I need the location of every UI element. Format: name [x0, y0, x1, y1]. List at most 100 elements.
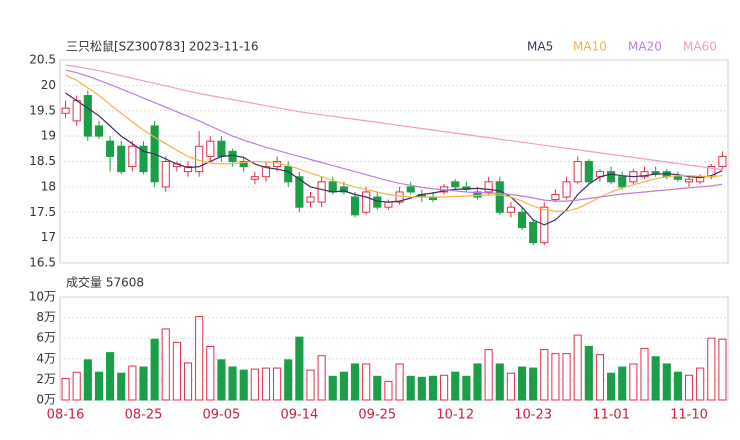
volume-bar — [161, 328, 170, 401]
volume-bar — [651, 356, 660, 401]
x-tick-label: 11-01 — [592, 408, 630, 423]
candle-body — [306, 196, 315, 203]
candle-body — [350, 196, 360, 216]
candle-body — [506, 206, 515, 213]
volume-bar — [239, 369, 248, 401]
volume-bar — [384, 380, 393, 401]
volume-bar — [607, 372, 616, 401]
volume-bar — [673, 371, 682, 401]
y-tick-label: 0万 — [36, 393, 56, 407]
volume-bar — [529, 367, 538, 401]
volume-bar — [350, 363, 360, 401]
candle-body — [607, 171, 616, 183]
y-tick-label: 18.5 — [29, 154, 56, 168]
volume-bar — [506, 372, 515, 401]
candle-body — [72, 100, 81, 122]
volume-bar — [662, 363, 671, 401]
volume-bar — [228, 366, 237, 401]
volume-bar — [451, 371, 460, 401]
volume-bar — [618, 366, 627, 401]
candle-body — [161, 161, 170, 188]
volume-bar — [395, 363, 404, 401]
candle-body — [139, 145, 148, 173]
y-tick-label: 8万 — [36, 310, 56, 324]
y-tick-label: 2万 — [36, 372, 56, 386]
y-tick-label: 20 — [41, 78, 56, 92]
y-tick-label: 17 — [41, 230, 56, 244]
candle-body — [339, 186, 348, 193]
volume-bar — [517, 366, 527, 401]
volume-bar — [284, 359, 293, 401]
candle-body — [217, 140, 226, 157]
x-tick-label: 09-05 — [203, 408, 241, 423]
candle-body — [562, 181, 571, 198]
candle-body — [117, 145, 126, 173]
y-tick-label: 19 — [41, 129, 56, 143]
volume-bar — [217, 359, 226, 401]
volume-bar — [250, 368, 259, 401]
y-tick-label: 20.5 — [29, 53, 56, 67]
volume-bar — [261, 367, 271, 401]
candle-body — [718, 155, 727, 168]
volume-bar — [573, 334, 582, 401]
volume-bar — [440, 374, 449, 401]
volume-bar — [551, 353, 560, 401]
candle-body — [83, 95, 92, 137]
x-tick-label: 11-10 — [670, 408, 708, 423]
candle-body — [451, 181, 460, 188]
x-tick-label: 09-25 — [358, 408, 396, 423]
volume-bar — [317, 355, 326, 401]
candle-body — [640, 171, 649, 178]
volume-bar — [718, 338, 727, 401]
volume-bar — [339, 371, 348, 401]
candle-body — [618, 176, 627, 188]
volume-bar — [473, 363, 482, 401]
volume-bar — [484, 349, 493, 401]
candle-body — [484, 181, 493, 193]
volume-bar — [562, 353, 571, 401]
candle-body — [295, 176, 304, 208]
candle-body — [384, 201, 393, 208]
candle-body — [673, 176, 682, 180]
volume-bar — [462, 375, 471, 401]
volume-bar — [206, 345, 215, 401]
candle-body — [206, 140, 215, 157]
y-tick-label: 6万 — [36, 331, 56, 345]
y-tick-label: 4万 — [36, 351, 56, 365]
y-tick-label: 16.5 — [29, 256, 56, 270]
candle-body — [406, 186, 415, 193]
volume-bar — [83, 359, 92, 401]
y-tick-label: 17.5 — [29, 205, 56, 219]
candle-body — [94, 125, 104, 137]
x-tick-label: 10-12 — [436, 408, 474, 423]
volume-bar — [183, 362, 193, 401]
y-tick-label: 18 — [41, 179, 56, 193]
candle-body — [362, 191, 371, 213]
x-tick-label: 08-25 — [125, 408, 163, 423]
volume-bar — [172, 341, 181, 401]
chart-title: 三只松鼠[SZ300783] 2023-11-16 — [66, 40, 259, 54]
x-tick-label: 09-14 — [280, 408, 318, 423]
volume-bar — [684, 374, 694, 401]
volume-title: 成交量 57608 — [66, 275, 144, 290]
volume-bar — [406, 375, 415, 401]
ma-line — [65, 64, 723, 171]
volume-bar — [707, 337, 716, 401]
volume-bar — [373, 375, 382, 401]
volume-bar — [61, 377, 70, 401]
volume-bar — [417, 376, 426, 401]
volume-bar — [273, 367, 282, 401]
volume-bar — [306, 369, 315, 401]
volume-bar — [94, 371, 104, 401]
ma-line — [65, 92, 723, 226]
candle-body — [250, 176, 259, 180]
volume-bar — [295, 336, 304, 401]
legend-label: MA60 — [683, 40, 717, 54]
candle-body — [61, 107, 70, 114]
candle-body — [495, 181, 504, 213]
volume-bar — [117, 372, 126, 401]
volume-bar — [195, 316, 204, 401]
volume-bar — [696, 367, 705, 401]
volume-bar — [540, 349, 549, 401]
